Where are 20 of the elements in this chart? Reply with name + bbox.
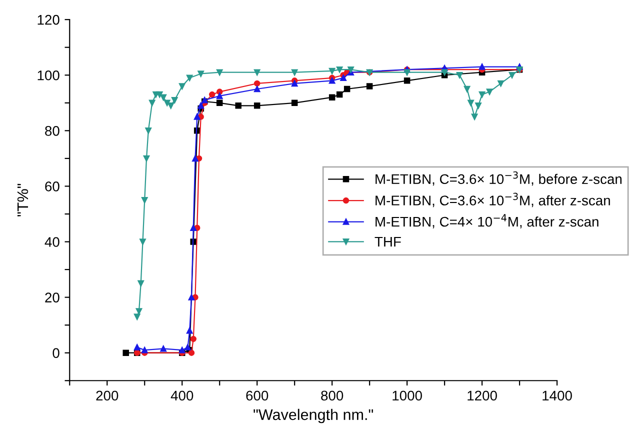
legend-label: M-ETIBN, C=3.6× 10$^{−3}$M, before z-scan <box>376 171 622 186</box>
y-tick-label: 80 <box>45 126 60 136</box>
x-tick-label: 1200 <box>468 390 497 401</box>
y-tick-label: 40 <box>44 237 60 247</box>
legend-label: THF <box>374 236 401 247</box>
y-axis-title: "T%" <box>17 184 28 216</box>
x-tick-label: 200 <box>96 390 118 401</box>
x-tick-label: 600 <box>246 390 268 401</box>
legend-label: M-ETIBN, C=4× 10$^{−4}$M, after z-scan <box>376 214 598 228</box>
x-tick-label: 1000 <box>392 390 422 401</box>
x-tick-label: 400 <box>170 390 194 401</box>
y-tick-label: 120 <box>38 14 60 25</box>
y-tick-label: 60 <box>45 182 60 192</box>
x-tick-label: 800 <box>321 390 344 401</box>
y-tick-label: 20 <box>45 292 60 302</box>
x-tick-label: 1400 <box>542 390 572 401</box>
y-tick-label: 100 <box>38 70 60 80</box>
x-axis-title: "Wavelength nm." <box>254 408 374 424</box>
legend-label: M-ETIBN, C=3.6× 10$^{−3}$M, after z-scan <box>376 192 610 208</box>
y-tick-label: 0 <box>52 348 60 358</box>
